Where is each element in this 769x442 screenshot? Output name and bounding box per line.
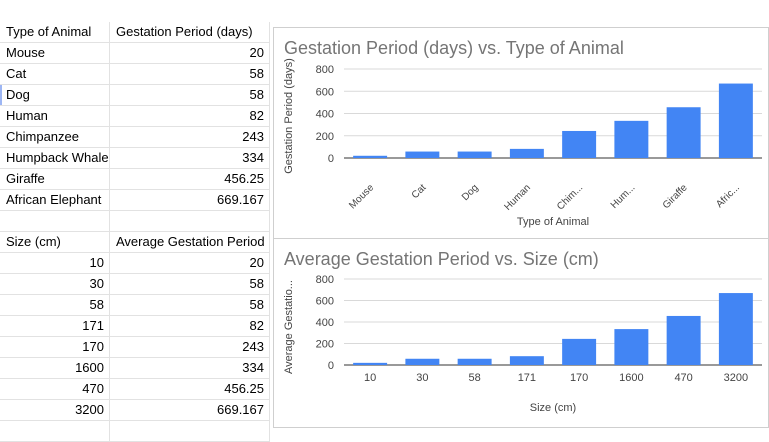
empty-cell[interactable] bbox=[110, 211, 270, 232]
bar bbox=[614, 120, 649, 158]
table1-header-type[interactable]: Type of Animal bbox=[0, 22, 110, 43]
y-tick-label: 0 bbox=[328, 360, 334, 372]
table2-cell-size[interactable]: 58 bbox=[0, 295, 110, 316]
table1-cell-animal[interactable]: Chimpanzee bbox=[0, 127, 110, 148]
x-tick-label: Mouse bbox=[347, 182, 376, 211]
x-tick-label: Chim... bbox=[555, 182, 585, 212]
table2-cell-gestation[interactable]: 58 bbox=[110, 274, 270, 295]
x-tick-label: Giraffe bbox=[661, 182, 690, 211]
table2-cell-gestation[interactable]: 82 bbox=[110, 316, 270, 337]
x-tick-label: Hum... bbox=[609, 182, 638, 211]
table1-cell-animal[interactable]: African Elephant bbox=[0, 190, 110, 211]
table1-cell-days[interactable]: 58 bbox=[110, 85, 270, 106]
table2-cell-size[interactable]: 1600 bbox=[0, 358, 110, 379]
bar bbox=[509, 356, 544, 365]
x-tick-label: 10 bbox=[364, 372, 376, 384]
y-tick-label: 400 bbox=[316, 109, 334, 121]
spreadsheet-grid: Type of Animal Gestation Period (days) M… bbox=[0, 22, 270, 442]
bar bbox=[353, 362, 388, 365]
table2-cell-size[interactable]: 470 bbox=[0, 379, 110, 400]
bar bbox=[562, 130, 597, 158]
table2-cell-size[interactable]: 171 bbox=[0, 316, 110, 337]
table1-cell-days[interactable]: 669.167 bbox=[110, 190, 270, 211]
empty-cell[interactable] bbox=[110, 421, 270, 442]
y-tick-label: 800 bbox=[316, 274, 334, 286]
bar bbox=[405, 151, 440, 158]
bar bbox=[457, 151, 492, 158]
chart-gestation-by-size[interactable]: Average Gestation Period vs. Size (cm) 0 2… bbox=[273, 238, 769, 428]
chart-title: Average Gestation Period vs. Size (cm) bbox=[284, 249, 599, 269]
chart-gestation-by-size-svg: Average Gestation Period vs. Size (cm) 0 2… bbox=[283, 249, 762, 414]
chart-title: Gestation Period (days) vs. Type of Anim… bbox=[284, 38, 624, 58]
table1-cell-animal[interactable]: Humpback Whale bbox=[0, 148, 110, 169]
bar bbox=[457, 358, 492, 365]
y-axis-title: Gestation Period (days) bbox=[283, 58, 295, 174]
bar bbox=[353, 155, 388, 158]
empty-cell[interactable] bbox=[0, 421, 110, 442]
x-tick-label: 470 bbox=[674, 372, 692, 384]
table2-cell-gestation[interactable]: 20 bbox=[110, 253, 270, 274]
y-tick-label: 200 bbox=[316, 339, 334, 351]
bar bbox=[666, 315, 701, 365]
table2-cell-gestation[interactable]: 334 bbox=[110, 358, 270, 379]
x-tick-label: Dog bbox=[460, 182, 481, 203]
table1-cell-animal[interactable]: Giraffe bbox=[0, 169, 110, 190]
table2-header-gestation[interactable]: Average Gestation Period bbox=[110, 232, 270, 253]
x-tick-label: Cat bbox=[410, 182, 429, 201]
bar bbox=[666, 107, 701, 158]
y-axis-title: Average Gestatio... bbox=[283, 280, 295, 374]
x-tick-label: 170 bbox=[570, 372, 588, 384]
y-tick-label: 800 bbox=[316, 64, 334, 76]
x-tick-label: 3200 bbox=[724, 372, 748, 384]
x-axis-title: Type of Animal bbox=[517, 216, 589, 228]
x-tick-label: Afric... bbox=[714, 182, 742, 210]
table1-cell-animal[interactable]: Cat bbox=[0, 64, 110, 85]
bar bbox=[405, 358, 440, 365]
x-tick-label: 30 bbox=[416, 372, 428, 384]
bar bbox=[718, 293, 753, 365]
bar bbox=[614, 329, 649, 365]
table2-cell-size[interactable]: 170 bbox=[0, 337, 110, 358]
y-tick-label: 400 bbox=[316, 317, 334, 329]
chart-gestation-by-animal[interactable]: Gestation Period (days) vs. Type of Anim… bbox=[273, 27, 769, 239]
chart-gestation-by-animal-svg: Gestation Period (days) vs. Type of Anim… bbox=[283, 38, 762, 228]
table1-cell-days[interactable]: 456.25 bbox=[110, 169, 270, 190]
table1-cell-days[interactable]: 20 bbox=[110, 43, 270, 64]
x-axis-title: Size (cm) bbox=[530, 402, 576, 414]
table2-cell-gestation[interactable]: 456.25 bbox=[110, 379, 270, 400]
table2-cell-size[interactable]: 10 bbox=[0, 253, 110, 274]
table2-header-size[interactable]: Size (cm) bbox=[0, 232, 110, 253]
table2-cell-size[interactable]: 3200 bbox=[0, 400, 110, 421]
table1-cell-days[interactable]: 82 bbox=[110, 106, 270, 127]
table1-cell-days[interactable]: 243 bbox=[110, 127, 270, 148]
table2-cell-gestation[interactable]: 58 bbox=[110, 295, 270, 316]
x-tick-label: 58 bbox=[469, 372, 481, 384]
table1-cell-days[interactable]: 334 bbox=[110, 148, 270, 169]
table2-cell-size[interactable]: 30 bbox=[0, 274, 110, 295]
table2-cell-gestation[interactable]: 243 bbox=[110, 337, 270, 358]
x-tick-label: 1600 bbox=[619, 372, 643, 384]
table1-cell-days[interactable]: 58 bbox=[110, 64, 270, 85]
table1-header-gestation[interactable]: Gestation Period (days) bbox=[110, 22, 270, 43]
y-tick-label: 600 bbox=[316, 86, 334, 98]
table1-cell-animal[interactable]: Human bbox=[0, 106, 110, 127]
bar bbox=[509, 148, 544, 158]
bar bbox=[562, 338, 597, 365]
empty-cell[interactable] bbox=[0, 211, 110, 232]
y-tick-label: 0 bbox=[328, 153, 334, 165]
x-tick-label: Human bbox=[502, 182, 533, 213]
row-selection-marker bbox=[0, 84, 2, 105]
table2-cell-gestation[interactable]: 669.167 bbox=[110, 400, 270, 421]
y-tick-label: 200 bbox=[316, 131, 334, 143]
x-tick-label: 171 bbox=[518, 372, 536, 384]
y-tick-label: 600 bbox=[316, 296, 334, 308]
bar bbox=[718, 83, 753, 158]
table1-cell-animal[interactable]: Mouse bbox=[0, 43, 110, 64]
table1-cell-animal[interactable]: Dog bbox=[0, 85, 110, 106]
